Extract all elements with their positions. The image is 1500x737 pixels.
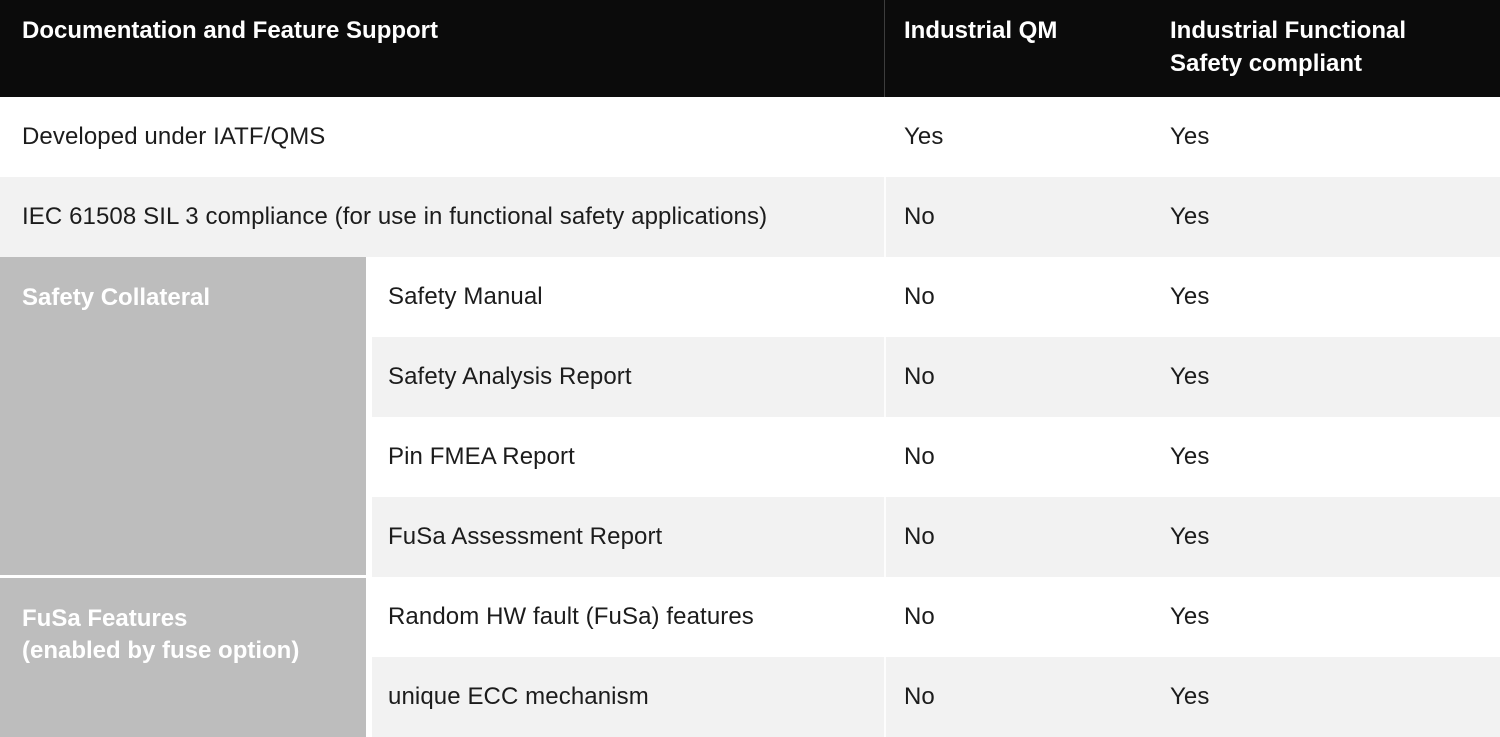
functional-safety-cell: Yes	[1170, 283, 1210, 310]
header-column-divider	[884, 0, 885, 97]
industrial-qm-cell: Yes	[884, 97, 1150, 177]
feature-cell: Developed under IATF/QMS	[22, 123, 326, 150]
functional-safety-cell: Yes	[1170, 523, 1210, 550]
functional-safety-cell: Yes	[1170, 443, 1210, 470]
section-label-safety-collateral: Safety Collateral	[0, 257, 366, 575]
industrial-qm-cell: No	[884, 657, 1150, 737]
section-label-fusa-features: FuSa Features (enabled by fuse option)	[0, 578, 366, 737]
industrial-qm-cell: No	[884, 337, 1150, 417]
feature-cell: Pin FMEA Report	[388, 443, 575, 470]
functional-safety-cell: Yes	[1170, 123, 1210, 150]
feature-cell: Safety Analysis Report	[388, 363, 632, 390]
functional-safety-cell: Yes	[1170, 363, 1210, 390]
feature-cell: FuSa Assessment Report	[388, 523, 663, 550]
industrial-qm-cell: No	[884, 257, 1150, 337]
section-label-text: Safety Collateral	[22, 284, 211, 311]
feature-cell: Safety Manual	[388, 283, 543, 310]
table-row: IEC 61508 SIL 3 compliance (for use in f…	[0, 177, 1500, 257]
section-label-text-line1: FuSa Features	[22, 605, 188, 632]
industrial-qm-cell: No	[884, 177, 1150, 257]
feature-cell: unique ECC mechanism	[388, 683, 649, 710]
header-industrial-functional-safety-column: Industrial Functional Safety compliant	[1170, 17, 1407, 77]
header-feature-column: Documentation and Feature Support	[22, 17, 439, 44]
industrial-qm-cell: No	[884, 577, 1150, 657]
functional-safety-cell: Yes	[1170, 203, 1210, 230]
table-header-row: Documentation and Feature Support Indust…	[0, 0, 1500, 97]
feature-cell: Random HW fault (FuSa) features	[388, 603, 754, 630]
feature-cell: IEC 61508 SIL 3 compliance (for use in f…	[22, 203, 768, 230]
industrial-qm-cell: No	[884, 497, 1150, 577]
industrial-qm-cell: No	[884, 417, 1150, 497]
table-row: Developed under IATF/QMS Yes Yes	[0, 97, 1500, 177]
section-label-text-line2: (enabled by fuse option)	[22, 637, 300, 664]
functional-safety-cell: Yes	[1170, 683, 1210, 710]
header-industrial-qm-column: Industrial QM	[904, 17, 1058, 44]
functional-safety-cell: Yes	[1170, 603, 1210, 630]
